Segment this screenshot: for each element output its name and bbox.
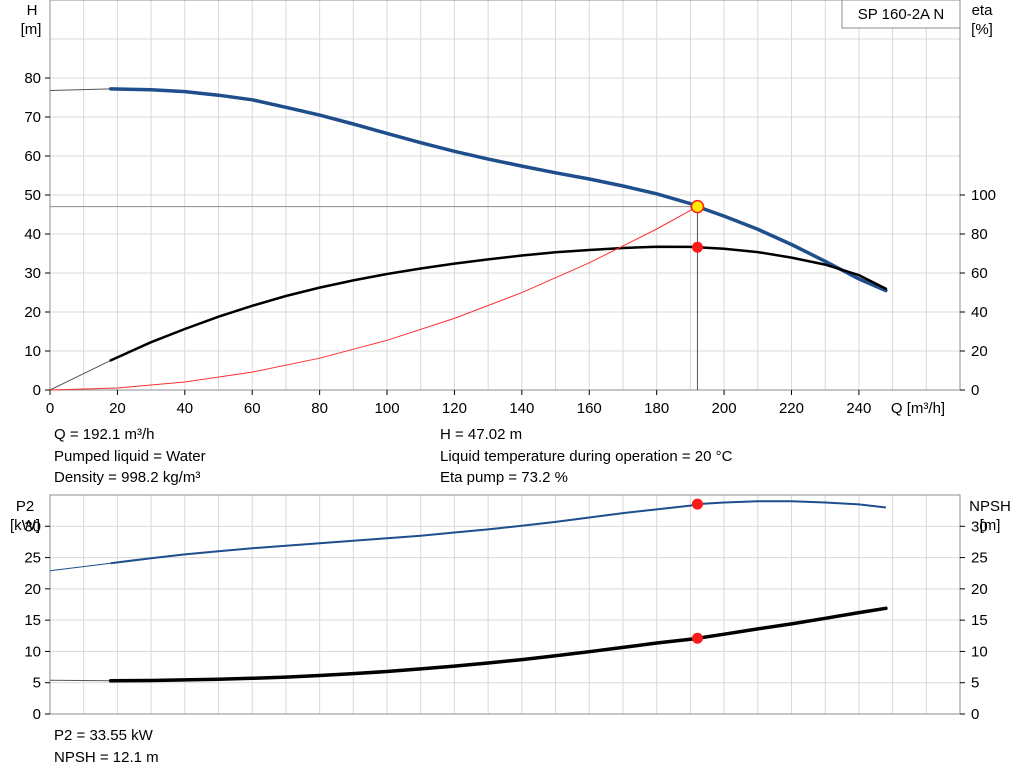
left-tick-label: 10 xyxy=(24,643,41,660)
lower-panel: 0 5 10 15 20 25 30 0 5 10 15 20 25 30 P2 [kW] NPSH [m… xyxy=(10,494,1011,723)
right-tick-label: 60 xyxy=(971,265,988,282)
left-tick-label: 5 xyxy=(33,675,41,692)
left-tick-label: 10 xyxy=(24,343,41,360)
left-tick-label: 0 xyxy=(33,706,41,723)
eta-axis-label-line2: [%] xyxy=(971,21,993,38)
product-label-box: SP 160-2A N xyxy=(841,0,961,29)
duty-info-upper: Q = 192.1 m³/h Pumped liquid = Water Den… xyxy=(54,426,733,486)
right-tick-label: 30 xyxy=(971,518,988,535)
x-tick-label: 20 xyxy=(109,400,126,417)
left-tick-label: 20 xyxy=(24,581,41,598)
lower-frame xyxy=(49,494,961,715)
eta-axis-label-line1: eta xyxy=(972,2,994,19)
right-tick-label: 40 xyxy=(971,304,988,321)
x-tick-label: 160 xyxy=(577,400,602,417)
left-tick-label: 40 xyxy=(24,226,41,243)
right-tick-label: 20 xyxy=(971,343,988,360)
lower-ticks: 0 5 10 15 20 25 30 0 5 10 15 20 25 30 xyxy=(24,518,987,723)
info-npsh: NPSH = 12.1 m xyxy=(54,749,159,766)
npsh-curve xyxy=(108,606,888,683)
x-tick-label: 40 xyxy=(176,400,193,417)
left-tick-label: 25 xyxy=(24,550,41,567)
right-tick-label: 100 xyxy=(971,187,996,204)
info-eta: Eta pump = 73.2 % xyxy=(440,469,568,486)
efficiency-curve xyxy=(109,245,888,362)
x-tick-label: 60 xyxy=(244,400,261,417)
info-liquid: Pumped liquid = Water xyxy=(54,448,206,465)
p2-axis-label-line1: P2 xyxy=(16,498,34,515)
x-tick-label: 80 xyxy=(311,400,328,417)
npsh-axis-label-line1: NPSH xyxy=(969,498,1011,515)
x-tick-label: 140 xyxy=(509,400,534,417)
left-tick-label: 15 xyxy=(24,612,41,629)
upper-ticks: 0 10 20 30 40 50 60 70 80 0 20 40 60 80 100 0 20 40 60 80 10… xyxy=(24,70,996,417)
x-tick-label: 180 xyxy=(644,400,669,417)
left-tick-label: 70 xyxy=(24,109,41,126)
lower-curves xyxy=(49,498,888,683)
left-tick-label: 80 xyxy=(24,70,41,87)
right-tick-label: 20 xyxy=(971,581,988,598)
system-curve xyxy=(49,206,698,391)
left-tick-label: 0 xyxy=(33,382,41,399)
right-tick-label: 10 xyxy=(971,643,988,660)
npsh-axis-label-line2: [m] xyxy=(980,517,1001,534)
head-curve xyxy=(108,87,888,293)
head-axis-label-line2: [m] xyxy=(21,21,42,38)
right-tick-label: 15 xyxy=(971,612,988,629)
info-density: Density = 998.2 kg/m³ xyxy=(54,469,200,486)
left-tick-label: 30 xyxy=(24,265,41,282)
info-flow: Q = 192.1 m³/h xyxy=(54,426,154,443)
info-temperature: Liquid temperature during operation = 20… xyxy=(440,448,733,465)
duty-point-npsh xyxy=(691,632,703,644)
duty-point-head xyxy=(690,199,705,214)
x-tick-label: 100 xyxy=(375,400,400,417)
x-tick-label: 220 xyxy=(779,400,804,417)
right-tick-label: 0 xyxy=(971,382,979,399)
upper-grid xyxy=(50,0,960,390)
left-tick-label: 20 xyxy=(24,304,41,321)
efficiency-curve-extension xyxy=(49,359,111,391)
right-tick-label: 80 xyxy=(971,226,988,243)
p2-curve xyxy=(110,500,887,565)
head-axis-label-line1: H xyxy=(27,2,38,19)
flow-axis-label: Q [m³/h] xyxy=(891,400,945,417)
product-label: SP 160-2A N xyxy=(858,6,944,23)
info-p2: P2 = 33.55 kW xyxy=(54,727,154,744)
upper-curves xyxy=(49,87,888,391)
right-tick-label: 0 xyxy=(971,706,979,723)
duty-point-efficiency xyxy=(691,241,703,253)
x-tick-label: 200 xyxy=(712,400,737,417)
head-curve-extension xyxy=(49,88,111,91)
duty-info-lower: P2 = 33.55 kW NPSH = 12.1 m xyxy=(54,727,159,766)
left-tick-label: 30 xyxy=(24,518,41,535)
right-tick-label: 5 xyxy=(971,675,979,692)
left-tick-label: 60 xyxy=(24,148,41,165)
left-tick-label: 50 xyxy=(24,187,41,204)
upper-panel: 0 10 20 30 40 50 60 70 80 0 20 40 60 80 100 0 20 40 60 80 10… xyxy=(21,0,996,417)
lower-grid xyxy=(50,495,960,714)
x-tick-label: 240 xyxy=(846,400,871,417)
p2-axis-label-line2: [kW] xyxy=(10,517,40,534)
p2-curve-extension xyxy=(49,562,111,572)
info-head: H = 47.02 m xyxy=(440,426,522,443)
x-tick-label: 0 xyxy=(46,400,54,417)
npsh-curve-extension xyxy=(49,679,111,682)
duty-point-p2 xyxy=(691,498,703,510)
x-tick-label: 120 xyxy=(442,400,467,417)
right-tick-label: 25 xyxy=(971,550,988,567)
